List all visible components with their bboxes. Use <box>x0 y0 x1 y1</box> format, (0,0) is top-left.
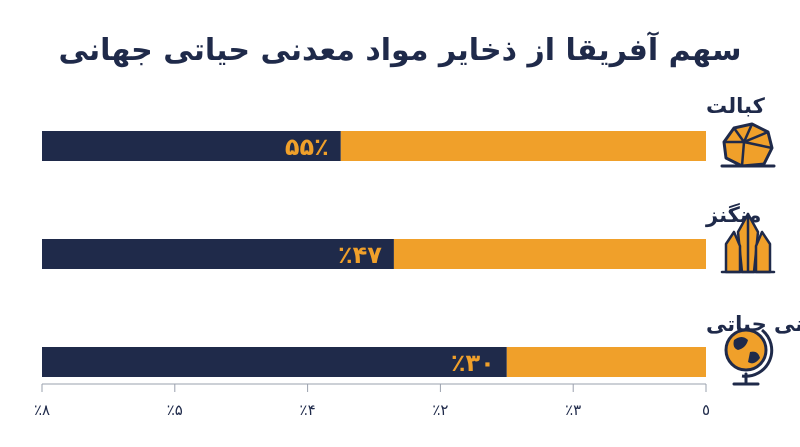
chart-title: سهم آفریقا از ذخایر مواد معدنی حیاتی جها… <box>59 31 742 68</box>
bar-value <box>393 239 706 269</box>
bar-value <box>340 131 706 161</box>
x-tick-label: ٪۴ <box>300 401 316 419</box>
x-tick-label: ٪۳ <box>565 401 581 419</box>
x-tick-label: ٪۸ <box>34 401 50 419</box>
x-tick-label: ٪۲ <box>432 401 448 419</box>
ore-rock-icon <box>720 122 776 168</box>
bar-remainder <box>42 239 394 269</box>
x-tick-label: ٥ <box>702 401 710 419</box>
bar-value <box>506 347 706 377</box>
bar-remainder <box>42 131 341 161</box>
bar-value-label: ۵۵٪ <box>285 133 329 161</box>
bar-remainder <box>42 347 507 377</box>
bar-value-label: ٪۳۰ <box>451 349 495 377</box>
category-label: کبالت <box>706 94 766 118</box>
crystal-icon <box>720 212 776 274</box>
x-tick-label: ٪۵ <box>167 401 183 419</box>
icons-layer <box>720 122 776 386</box>
x-axis: ٥ ٪۳ ٪۲ ٪۴ ٪۵ ٪۸ <box>34 383 710 419</box>
globe-icon <box>724 328 774 386</box>
bar-value-label: ٪۴۷ <box>338 241 382 269</box>
